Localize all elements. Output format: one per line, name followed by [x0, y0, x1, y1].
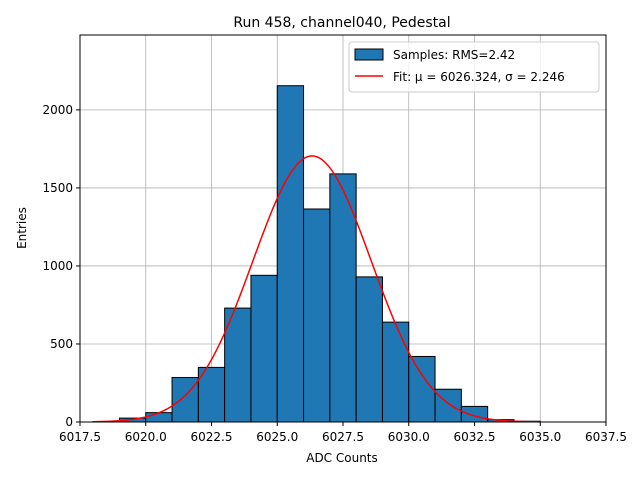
- legend-box: [348, 41, 600, 93]
- y-axis-ticks: 0 500 1000 1500 2000: [42, 103, 80, 429]
- x-tick-label: 6032.5: [454, 430, 496, 444]
- x-tick-label: 6035.0: [519, 430, 561, 444]
- chart-title: Run 458, channel040, Pedestal: [233, 15, 450, 31]
- x-tick-label: 6022.5: [191, 430, 233, 444]
- histogram-bar: [434, 388, 462, 423]
- fit-curve-group: [93, 155, 541, 423]
- x-tick-label: 6025.0: [256, 430, 298, 444]
- histogram-bar: [355, 276, 383, 423]
- y-tick-label: 0: [65, 415, 73, 429]
- histogram-bar: [381, 321, 410, 423]
- histogram-bar: [460, 405, 489, 423]
- x-tick-label: 6037.5: [585, 430, 627, 444]
- histogram-bar: [303, 208, 331, 423]
- x-tick-label: 6030.0: [388, 430, 430, 444]
- y-tick-label: 1000: [42, 259, 73, 273]
- legend-histogram-label: Samples: RMS=2.42: [393, 48, 515, 62]
- histogram-bar: [408, 355, 436, 423]
- histogram-bar: [145, 412, 173, 423]
- y-axis-label: Entries: [15, 207, 29, 249]
- y-tick-label: 2000: [42, 103, 73, 117]
- x-axis-label: ADC Counts: [306, 451, 378, 465]
- x-tick-label: 6020.0: [125, 430, 167, 444]
- y-tick-label: 1500: [42, 181, 73, 195]
- x-tick-label: 6017.5: [59, 430, 101, 444]
- histogram-bar: [276, 85, 305, 423]
- fit-curve: [93, 155, 541, 423]
- histogram-bar: [171, 377, 199, 423]
- legend: Samples: RMS=2.42 Fit: μ = 6026.324, σ =…: [348, 41, 600, 93]
- x-axis-ticks: 6017.5 6020.0 6022.5 6025.0 6027.5 6030.0 6032…: [59, 422, 627, 444]
- histogram-bar: [250, 274, 278, 423]
- legend-histogram-swatch: [354, 48, 384, 61]
- histogram-bar: [224, 307, 252, 423]
- legend-fit-label: Fit: μ = 6026.324, σ = 2.246: [393, 70, 565, 84]
- x-tick-label: 6027.5: [322, 430, 364, 444]
- histogram-bars: [92, 85, 541, 423]
- y-tick-label: 500: [50, 337, 73, 351]
